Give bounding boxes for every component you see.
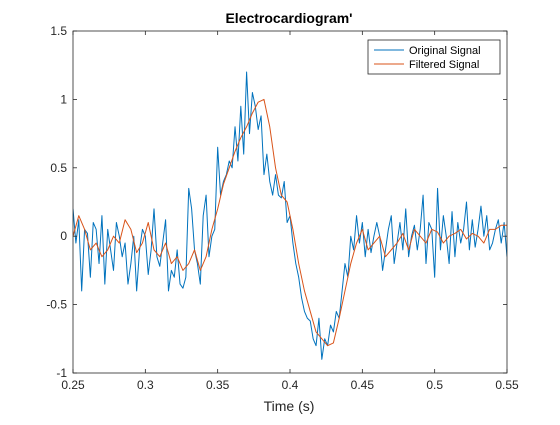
x-tick-label: 0.45 bbox=[351, 378, 375, 392]
x-tick-label: 0.5 bbox=[426, 378, 443, 392]
plot-area: 0.25 0.3 0.35 0.4 0.45 0.5 0.55 -1 -0.5 0 0.5 1 1.5 O… bbox=[46, 24, 519, 392]
y-tick-label: -0.5 bbox=[46, 298, 67, 312]
legend-box bbox=[367, 39, 501, 75]
x-axis-label: Time (s) bbox=[264, 398, 315, 414]
legend-label: Original Signal bbox=[409, 45, 481, 57]
x-tick-label: 0.35 bbox=[206, 378, 230, 392]
chart-title: Electrocardiogram' bbox=[225, 10, 352, 26]
x-tick-label: 0.55 bbox=[495, 378, 519, 392]
y-tick-label: 1.5 bbox=[50, 24, 67, 38]
y-tick-label: 0 bbox=[60, 229, 67, 243]
y-tick-label: 1 bbox=[60, 92, 67, 106]
x-tick-label: 0.4 bbox=[282, 378, 299, 392]
legend-label: Filtered Signal bbox=[409, 59, 479, 71]
y-tick-label: 0.5 bbox=[50, 161, 67, 175]
x-tick-label: 0.25 bbox=[61, 378, 85, 392]
y-tick-label: -1 bbox=[56, 366, 67, 380]
x-tick-label: 0.3 bbox=[137, 378, 154, 392]
series-line-filtered-signal bbox=[73, 98, 507, 347]
axes-background bbox=[73, 31, 507, 373]
